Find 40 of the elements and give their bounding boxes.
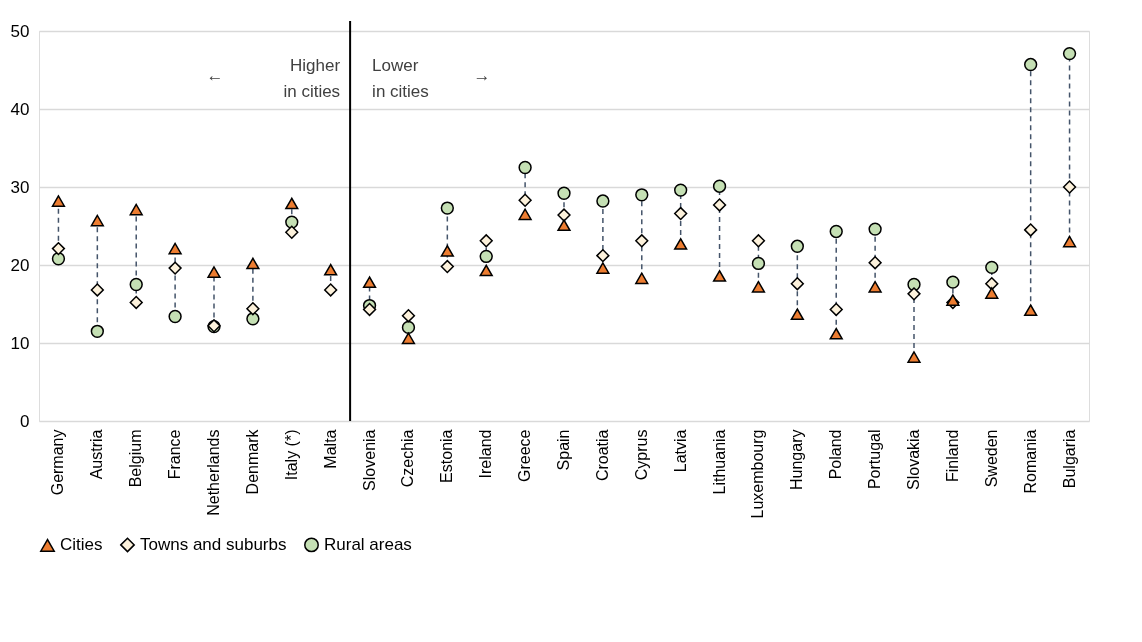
- x-tick-label: Denmark: [243, 428, 261, 495]
- y-tick-label: 0: [20, 411, 30, 431]
- x-tick-label: Austria: [88, 429, 106, 480]
- y-tick-label: 10: [10, 333, 30, 353]
- x-tick-label: Lithuania: [710, 429, 728, 495]
- x-tick-label: Luxembourg: [749, 429, 767, 519]
- y-tick-label: 30: [10, 177, 30, 197]
- x-tick-label: Hungary: [788, 429, 806, 490]
- x-tick-label: Spain: [555, 429, 572, 471]
- legend-label: Cities: [60, 535, 103, 555]
- x-tick-label: Romania: [1021, 429, 1039, 494]
- annotation: Lower in cities: [372, 56, 429, 101]
- x-tick-label: Cyprus: [632, 429, 650, 481]
- x-tick-label: France: [166, 429, 184, 480]
- x-tick-label: Finland: [943, 429, 961, 482]
- annotation: →: [473, 66, 491, 85]
- x-tick-label: Slovakia: [905, 429, 922, 490]
- annotation: ←: [206, 66, 224, 85]
- x-tick-label: Sweden: [982, 429, 1000, 488]
- legend-label: Towns and suburbs: [140, 534, 287, 554]
- y-tick-label: 50: [10, 21, 30, 41]
- x-tick-label: Greece: [516, 429, 534, 482]
- x-tick-label: Estonia: [438, 429, 456, 483]
- x-tick-label: Czechia: [399, 429, 417, 488]
- x-tick-label: Croatia: [593, 429, 611, 482]
- x-tick-label: Bulgaria: [1060, 429, 1078, 489]
- x-tick-label: Poland: [827, 429, 845, 480]
- x-tick-label: Belgium: [127, 429, 145, 488]
- x-tick-label: Ireland: [477, 429, 495, 479]
- legend-label: Rural areas: [324, 534, 412, 554]
- x-tick-label: Italy (*): [282, 429, 300, 481]
- x-tick-label: Portugal: [866, 429, 884, 490]
- y-tick-label: 40: [10, 99, 30, 119]
- y-tick-label: 20: [10, 255, 30, 275]
- x-tick-label: Latvia: [671, 429, 689, 473]
- x-tick-label: Netherlands: [205, 429, 222, 516]
- x-tick-label: Malta: [321, 429, 339, 469]
- annotation: Higher in cities: [283, 56, 341, 101]
- x-tick-label: Slovenia: [360, 429, 378, 491]
- x-tick-label: Germany: [49, 429, 67, 496]
